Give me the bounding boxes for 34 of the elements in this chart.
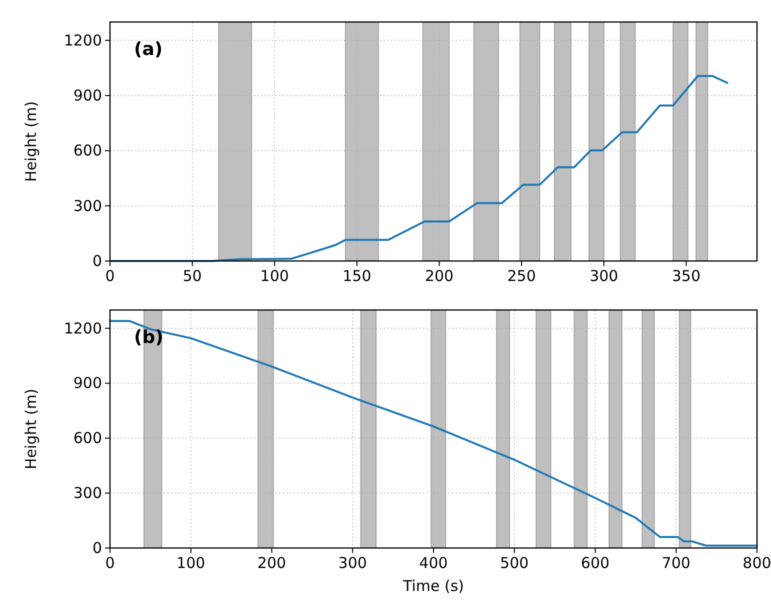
y-tick-label: 300 — [73, 484, 102, 502]
x-tick-label: 300 — [338, 554, 367, 572]
y-tick-label: 0 — [92, 539, 102, 557]
y-tick-label: 600 — [73, 429, 102, 448]
y-tick-label: 0 — [92, 252, 102, 270]
y-tick-label: 1200 — [64, 31, 102, 50]
x-tick-label: 100 — [260, 267, 289, 285]
x-tick-label: 50 — [182, 267, 202, 285]
x-tick-label: 700 — [662, 554, 690, 572]
x-tick-label: 300 — [590, 267, 618, 285]
x-tick-label: 500 — [500, 554, 529, 572]
x-tick-label: 800 — [742, 554, 771, 572]
y-axis-title: Height (m) — [22, 101, 40, 182]
x-tick-label: 200 — [257, 554, 286, 572]
x-tick-label: 0 — [105, 267, 115, 285]
y-tick-label: 900 — [73, 374, 102, 392]
y-tick-label: 900 — [73, 86, 102, 105]
x-tick-label: 250 — [507, 267, 536, 285]
annotation: (a) — [134, 39, 163, 60]
x-axis-title: Time (s) — [402, 577, 464, 595]
line-series — [109, 75, 728, 262]
x-tick-label: 100 — [176, 554, 206, 572]
x-tick-label: 200 — [424, 267, 454, 285]
x-tick-label: 600 — [580, 554, 610, 572]
x-tick-label: 400 — [419, 554, 448, 572]
y-axis-title: Height (m) — [22, 388, 40, 470]
y-tick-label: 600 — [73, 142, 102, 160]
x-tick-label: 350 — [672, 267, 701, 285]
y-tick-label: 1200 — [64, 319, 102, 338]
y-tick-label: 300 — [73, 196, 102, 215]
line-series — [109, 320, 758, 547]
x-tick-label: 0 — [105, 554, 115, 572]
annotation: (b) — [134, 327, 164, 348]
x-tick-label: 150 — [342, 267, 372, 285]
